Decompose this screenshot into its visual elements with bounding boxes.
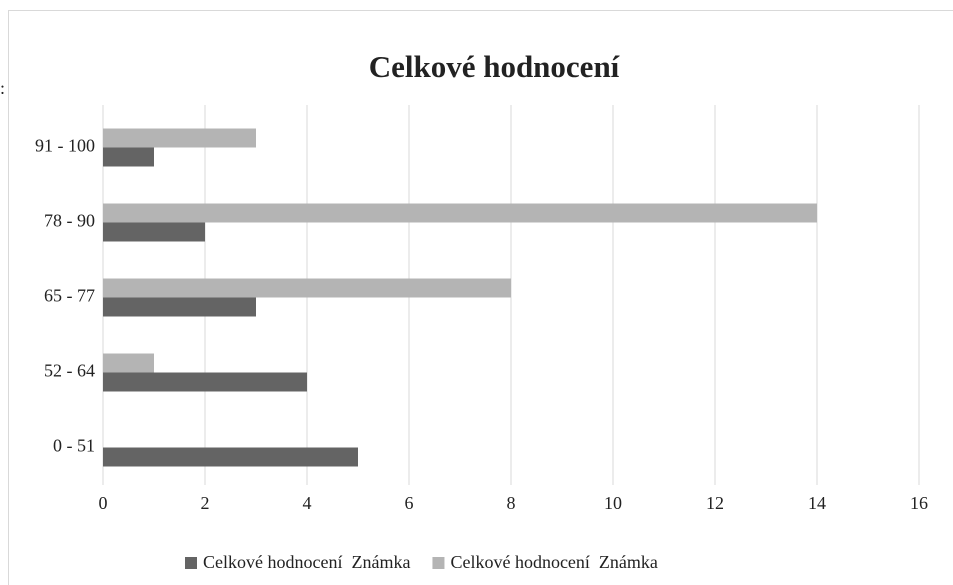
annotation: : [0,78,5,98]
bar [103,297,256,317]
x-tick-label: 12 [706,493,724,513]
chart-border [8,10,953,585]
x-tick-label: 6 [405,493,414,513]
x-tick-label: 14 [808,493,826,513]
bar [103,222,205,242]
bar [103,372,307,392]
bar [103,353,154,373]
bar [103,128,256,148]
legend-label: Celkové hodnocení Známka [450,552,657,572]
y-tick-label: 52 - 64 [44,361,95,381]
bar [103,147,154,167]
legend-swatch [432,557,445,569]
bar [103,203,817,223]
x-tick-label: 4 [303,493,312,513]
y-tick-label: 91 - 100 [35,136,95,156]
x-tick-label: 16 [910,493,928,513]
x-tick-label: 8 [507,493,516,513]
x-tick-label: 10 [604,493,622,513]
legend-label: Celkové hodnocení Známka [203,552,410,572]
y-tick-label: 78 - 90 [44,211,95,231]
chart-title: Celkové hodnocení [369,49,620,84]
bar [103,278,511,298]
y-tick-label: 65 - 77 [44,286,95,306]
x-tick-label: 0 [99,493,108,513]
x-tick-label: 2 [201,493,210,513]
legend-swatch [185,557,197,569]
y-tick-label: 0 - 51 [53,436,95,456]
bar [103,447,358,467]
